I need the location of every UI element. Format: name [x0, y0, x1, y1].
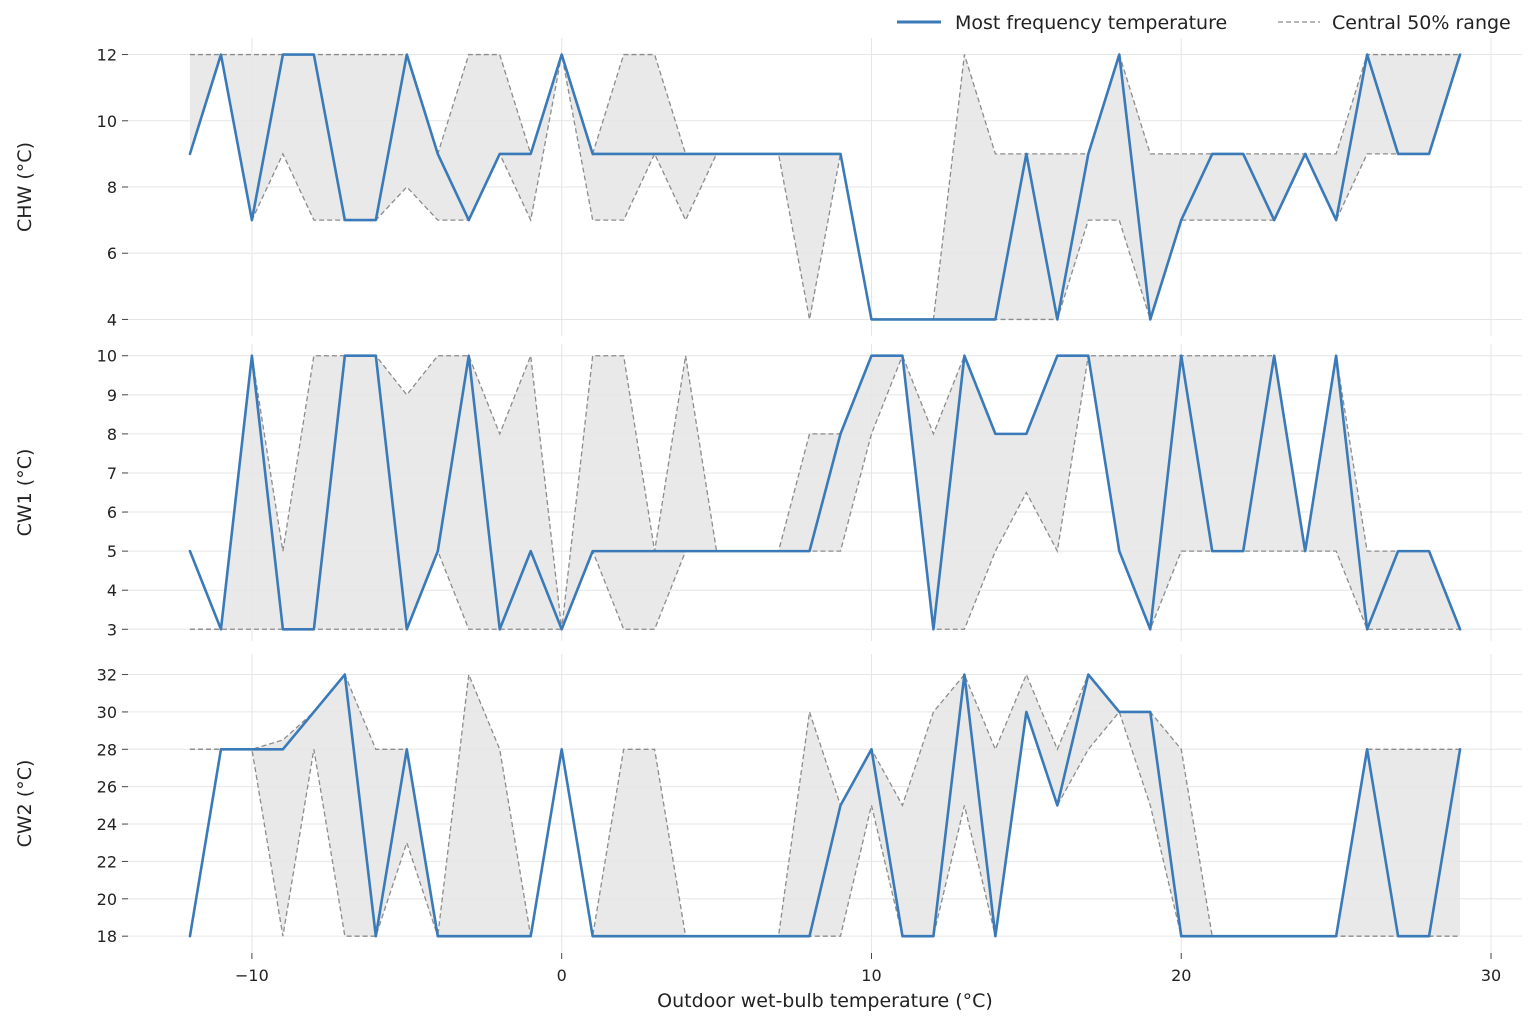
xtick-label-1: 0 — [557, 966, 567, 985]
xtick-label-3: 20 — [1171, 966, 1191, 985]
panel-3-ytick-label-2: 22 — [97, 852, 117, 871]
panel-2-ytick-label-4: 7 — [107, 464, 117, 483]
panel-2-ytick-label-7: 10 — [97, 347, 117, 366]
xtick-label-4: 30 — [1481, 966, 1501, 985]
panel-1-ytick-label-1: 6 — [107, 244, 117, 263]
panel-1-ylabel: CHW (°C) — [14, 142, 36, 232]
panel-2-ytick-label-6: 9 — [107, 386, 117, 405]
panel-1-range-band — [189, 54, 1461, 320]
panel-2-ytick-label-2: 5 — [107, 542, 117, 561]
panel-3-ylabel: CW2 (°C) — [14, 760, 36, 848]
legend-line-label: Most frequency temperature — [955, 12, 1227, 34]
legend-range-label: Central 50% range — [1332, 12, 1511, 34]
panel-1-ytick-label-0: 4 — [107, 310, 117, 329]
panel-3-ytick-label-1: 20 — [97, 890, 117, 909]
panel-1-lower-bound-line — [189, 54, 1461, 322]
panel-2-upper-bound-line — [189, 353, 1461, 630]
panel-3-most-frequent-line — [188, 673, 1462, 938]
xtick-label-2: 10 — [861, 966, 881, 985]
panel-3-ytick-label-6: 30 — [97, 703, 117, 722]
panel-2-ytick-label-3: 6 — [107, 503, 117, 522]
panel-2-most-frequent-line — [188, 354, 1462, 631]
panel-3-ytick-label-3: 24 — [97, 815, 117, 834]
panel-3-ytick-label-7: 32 — [97, 666, 117, 685]
panel-2-ytick-label-1: 4 — [107, 581, 117, 600]
xtick-label-0: −10 — [235, 966, 269, 985]
panel-2-ytick-label-5: 8 — [107, 425, 117, 444]
panel-2-ylabel: CW1 (°C) — [14, 449, 36, 537]
panel-3-ytick-label-5: 28 — [97, 740, 117, 759]
x-axis-label: Outdoor wet-bulb temperature (°C) — [657, 990, 993, 1012]
panel-1-most-frequent-line — [188, 53, 1462, 321]
panel-3-ytick-label-0: 18 — [97, 927, 117, 946]
panel-1-ytick-label-4: 12 — [97, 46, 117, 65]
panel-2-ytick-label-0: 3 — [107, 620, 117, 639]
panel-1-ytick-label-3: 10 — [97, 112, 117, 131]
panel-2-lower-bound-line — [189, 355, 1461, 632]
panel-3-ytick-label-4: 26 — [97, 778, 117, 797]
panel-1-ytick-label-2: 8 — [107, 178, 117, 197]
panel-3-range-band — [189, 674, 1461, 937]
